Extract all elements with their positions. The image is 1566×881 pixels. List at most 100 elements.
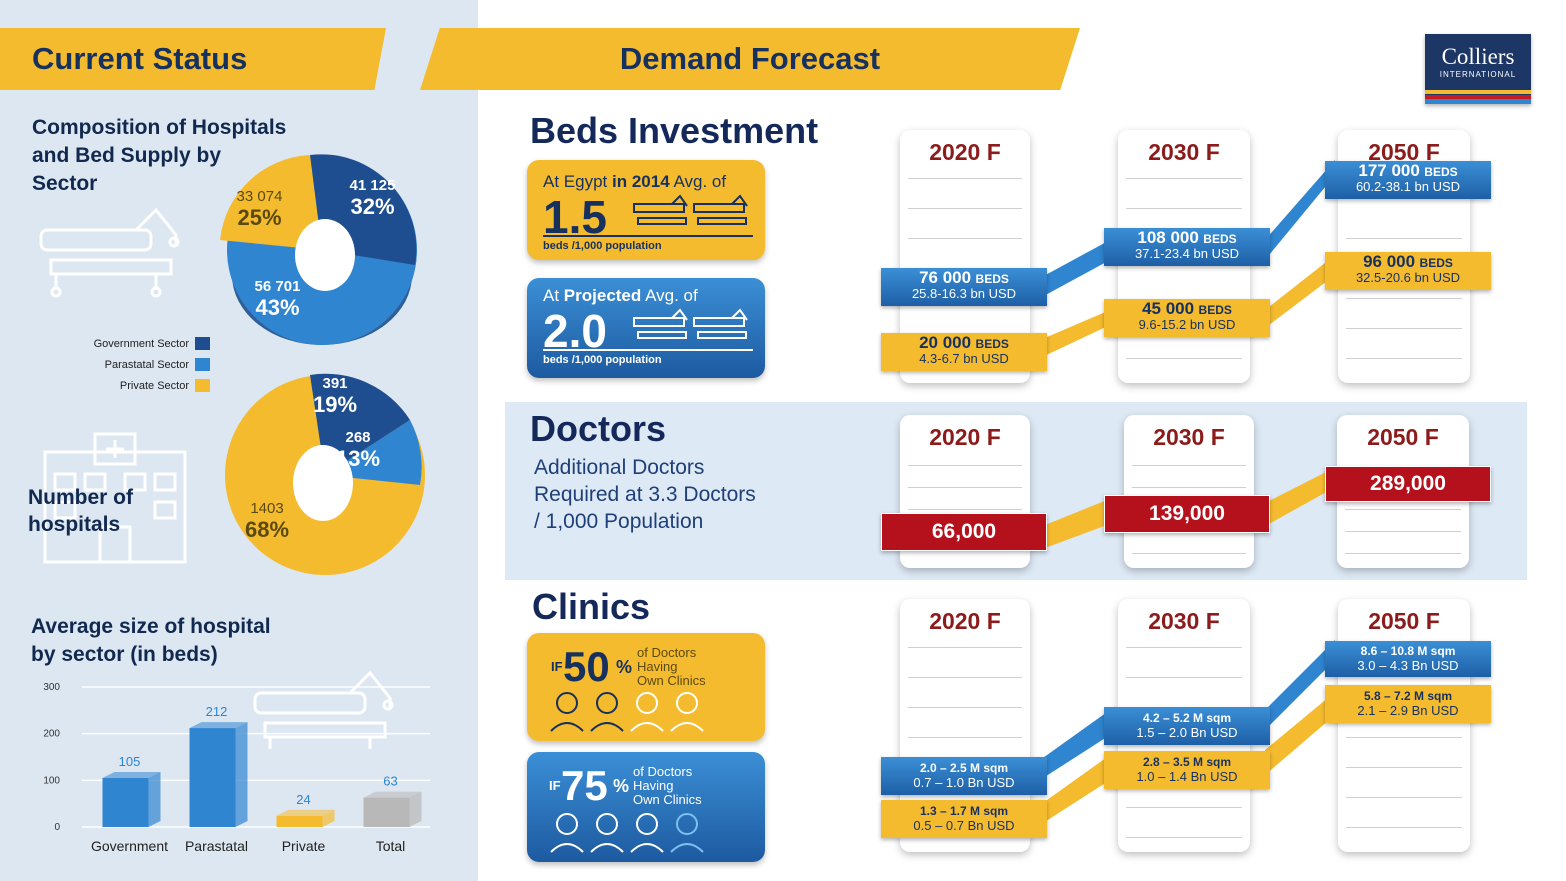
beds-yellow-2020-unit: BEDS — [975, 337, 1009, 351]
clinics-year-2020: 2020 F — [929, 608, 1001, 634]
clinics-yellow-2020-l2: 0.5 – 0.7 Bn USD — [913, 818, 1015, 833]
logo-wordmark: Colliers — [1441, 44, 1515, 69]
beds-card-projected-text-c: Avg. of — [645, 286, 698, 305]
clinics-blue-2020-l1: 2.0 – 2.5 M sqm — [919, 761, 1009, 775]
clinics-yellow-2030-l2: 1.0 – 1.4 Bn USD — [1136, 769, 1238, 784]
beds-card-2014-value: 1.5 — [543, 191, 607, 243]
clinics-blue-2030-l1: 4.2 – 5.2 M sqm — [1142, 711, 1232, 725]
bar-side — [322, 809, 335, 827]
doctors-title: Doctors — [530, 408, 667, 449]
bed-icon — [39, 207, 180, 298]
clinics-connectors — [1040, 640, 1335, 825]
beds-blue-2030-value: 108 000 — [1137, 228, 1199, 247]
doctors-col-2030: 2030 F — [1124, 415, 1254, 568]
y-tick-label: 300 — [43, 682, 60, 693]
private-hospitals-value: 1403 — [250, 500, 284, 517]
clinics-card-75-text: of Doctors Having Own Clinics — [633, 765, 702, 807]
x-tick-label: Government — [91, 838, 168, 854]
bar — [276, 815, 323, 827]
para-hospitals-pct: 13% — [335, 446, 381, 471]
beds-yellow-2020-sub: 4.3-6.7 bn USD — [919, 351, 1009, 366]
clinics-blue-2030-l2: 1.5 – 2.0 Bn USD — [1136, 725, 1238, 740]
legend-swatch — [195, 337, 210, 350]
doctors-2020-box: 66,000 — [881, 513, 1047, 551]
x-tick-label: Parastatal — [185, 838, 248, 854]
bar-top — [276, 809, 335, 816]
gov-beds-label: 41 125 32% — [335, 177, 410, 220]
logo-subtext: INTERNATIONAL — [1439, 70, 1517, 79]
bed-icons — [633, 308, 748, 339]
hospitals-title-line2: hospitals — [28, 513, 121, 536]
colliers-logo: Colliers INTERNATIONAL — [1425, 34, 1531, 104]
clinics-card-75-pct-sign: % — [613, 776, 630, 796]
clinics-card-50-l2: Having — [637, 659, 678, 674]
clinics-yellow-2020-l1: 1.3 – 1.7 M sqm — [919, 804, 1009, 818]
beds-yellow-2030-unit: BEDS — [1198, 303, 1232, 317]
avg-size-title: Average size of hospital by sector (in b… — [31, 613, 271, 669]
beds-yellow-2050: 96 000 BEDS 32.5-20.6 bn USD — [1325, 252, 1491, 290]
beds-yellow-2020-value: 20 000 — [919, 333, 972, 352]
private-beds-label: 33 074 25% — [222, 188, 297, 231]
avg-size-title-line1: Average size of hospital — [31, 615, 271, 638]
gov-beds-pct: 32% — [350, 194, 395, 219]
bar — [189, 728, 236, 827]
beds-card-projected-text-a: At — [543, 286, 560, 305]
sector-legend: Government Sector Parastatal Sector Priv… — [60, 333, 210, 396]
x-tick-label: Private — [282, 838, 326, 854]
bar-value-label: 24 — [296, 792, 310, 807]
clinics-yellow-2050: 5.8 – 7.2 M sqm 2.1 – 2.9 Bn USD — [1325, 685, 1491, 723]
avg-size-bar-chart: 300 200 100 0 105 Government 212 Parastatal 24 Pr… — [43, 682, 430, 854]
beds-card-2014-text-b: in 2014 — [612, 172, 670, 191]
clinics-blue-2050-l2: 3.0 – 4.3 Bn USD — [1357, 658, 1459, 673]
clinics-year-2030: 2030 F — [1148, 608, 1220, 634]
composition-donut — [220, 154, 417, 345]
clinics-yellow-2030: 2.8 – 3.5 M sqm 1.0 – 1.4 Bn USD — [1104, 751, 1270, 789]
bar — [363, 797, 410, 827]
beds-title: Beds Investment — [530, 110, 819, 151]
composition-title-line1: Composition of Hospitals — [32, 116, 287, 139]
composition-title-line3: Sector — [32, 172, 98, 195]
clinics-card-50-pct: 50 — [563, 643, 610, 690]
doctors-year-2030: 2030 F — [1153, 424, 1225, 450]
bar — [102, 778, 149, 827]
gov-beds-value: 41 125 — [349, 177, 396, 194]
beds-yellow-2020: 20 000 BEDS 4.3-6.7 bn USD — [881, 333, 1047, 371]
bar-side — [148, 772, 161, 827]
avg-size-title-line2: by sector (in beds) — [31, 643, 218, 666]
doctors-year-2050: 2050 F — [1367, 424, 1439, 450]
beds-blue-2030: 108 000 BEDS 37.1-23.4 bn USD — [1104, 228, 1270, 266]
y-tick-label: 200 — [43, 729, 60, 740]
legend-item: Parastatal Sector — [60, 354, 210, 375]
beds-card-2014-heading: At Egypt in 2014 Avg. of — [543, 172, 726, 192]
clinics-card-75-l1: of Doctors — [633, 764, 693, 779]
beds-card-projected: At Projected Avg. of 2.0 beds /1,000 pop… — [527, 278, 765, 378]
clinics-card-50-if: IF — [551, 659, 563, 674]
legend-swatch — [195, 358, 210, 371]
current-status-banner: Current Status — [0, 28, 386, 90]
doctors-connectors — [1045, 470, 1330, 548]
beds-card-2014-text-a: At Egypt — [543, 172, 608, 191]
beds-yellow-2050-sub: 32.5-20.6 bn USD — [1355, 270, 1461, 285]
clinics-card-75-pct: 75 — [561, 762, 608, 809]
bar-top — [189, 722, 248, 729]
composition-title-line2: and Bed Supply by — [32, 144, 222, 167]
beds-card-2014-text-c: Avg. of — [673, 172, 727, 191]
clinics-blue-2020: 2.0 – 2.5 M sqm 0.7 – 1.0 Bn USD — [881, 757, 1047, 795]
hospital-building-icon — [43, 432, 187, 564]
private-hospitals-label: 1403 68% — [232, 500, 302, 543]
clinics-card-75: IF 75 % of Doctors Having Own Clinics — [527, 752, 765, 862]
doctors-desc-line2: Required at 3.3 Doctors — [534, 483, 756, 506]
clinics-card-75-if: IF — [549, 778, 561, 793]
beds-blue-2020: 76 000 BEDS 25.8-16.3 bn USD — [881, 268, 1047, 306]
doctors-desc-line1: Additional Doctors — [534, 456, 705, 479]
beds-blue-2050: 177 000 BEDS 60.2-38.1 bn USD — [1325, 161, 1491, 199]
beds-blue-2020-value: 76 000 — [919, 268, 972, 287]
private-beds-value: 33 074 — [236, 188, 283, 205]
clinics-card-50-pct-sign: % — [616, 657, 633, 677]
legend-label: Parastatal Sector — [104, 358, 189, 371]
beds-year-2020: 2020 F — [929, 139, 1001, 165]
y-tick-label: 0 — [54, 822, 60, 833]
private-hospitals-pct: 68% — [244, 517, 290, 542]
clinics-yellow-2030-l1: 2.8 – 3.5 M sqm — [1142, 755, 1232, 769]
beds-yellow-2050-value: 96 000 — [1363, 252, 1416, 271]
